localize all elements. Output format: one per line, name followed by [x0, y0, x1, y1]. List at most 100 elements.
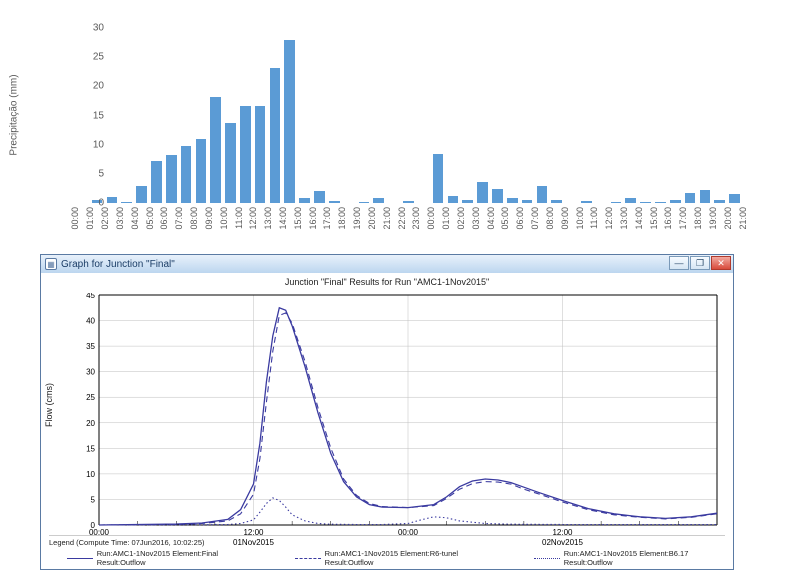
precip-xtick: 02:00: [100, 207, 110, 230]
precip-xtick: 07:00: [530, 207, 540, 230]
precip-bar: [151, 161, 162, 203]
precip-xtick: 10:00: [219, 207, 229, 230]
precip-xtick: 18:00: [693, 207, 703, 230]
precip-ytick: 15: [64, 110, 104, 121]
precip-bar: [685, 193, 696, 204]
precip-xtick: 15:00: [293, 207, 303, 230]
legend: Legend (Compute Time: 07Jun2016, 10:02:2…: [49, 535, 725, 567]
precip-xtick: 18:00: [337, 207, 347, 230]
precip-xtick: 06:00: [515, 207, 525, 230]
precip-bar: [284, 40, 295, 203]
precip-xtick: 02:00: [456, 207, 466, 230]
precip-bar: [729, 194, 740, 203]
legend-label: Run:AMC1-1Nov2015 Element:Final Result:O…: [97, 549, 255, 567]
svg-text:10: 10: [86, 470, 95, 479]
window-titlebar[interactable]: ▦ Graph for Junction "Final" — ❐ ✕: [41, 255, 733, 273]
precip-xtick: 00:00: [426, 207, 436, 230]
svg-text:45: 45: [86, 293, 95, 300]
precip-xtick: 14:00: [278, 207, 288, 230]
precip-bar: [640, 202, 651, 203]
precip-bar: [136, 186, 147, 204]
precip-bar: [507, 198, 518, 203]
precip-bar: [581, 201, 592, 203]
precip-xtick: 01:00: [441, 207, 451, 230]
precip-xtick: 08:00: [545, 207, 555, 230]
precip-bar: [210, 97, 221, 203]
precip-bar: [448, 196, 459, 203]
precipitation-bar-chart: Precipitação (mm) 05101520253000:0001:00…: [10, 0, 790, 250]
precip-bar: [240, 106, 251, 203]
precip-xtick: 21:00: [382, 207, 392, 230]
legend-item: Run:AMC1-1Nov2015 Element:B6.17 Result:O…: [534, 549, 725, 567]
svg-text:5: 5: [91, 495, 96, 504]
legend-item: Run:AMC1-1Nov2015 Element:Final Result:O…: [67, 549, 255, 567]
precip-bar: [477, 182, 488, 203]
precip-ytick: 5: [64, 168, 104, 179]
precip-xtick: 03:00: [115, 207, 125, 230]
precip-xtick: 12:00: [248, 207, 258, 230]
precip-bar: [270, 68, 281, 203]
precip-bar: [166, 155, 177, 203]
window-title: Graph for Junction "Final": [61, 259, 175, 270]
precip-xtick: 04:00: [486, 207, 496, 230]
precip-xtick: 05:00: [145, 207, 155, 230]
precip-xtick: 01:00: [85, 207, 95, 230]
legend-label: Run:AMC1-1Nov2015 Element:B6.17 Result:O…: [564, 549, 725, 567]
precip-xtick: 20:00: [723, 207, 733, 230]
precip-xtick: 07:00: [174, 207, 184, 230]
svg-text:25: 25: [86, 393, 95, 402]
graph-window: ▦ Graph for Junction "Final" — ❐ ✕ Junct…: [40, 254, 734, 570]
precip-ytick: 25: [64, 52, 104, 63]
precip-xtick: 09:00: [204, 207, 214, 230]
precip-ytick: 30: [64, 23, 104, 34]
precip-bar: [551, 200, 562, 204]
precip-bar: [522, 200, 533, 204]
precip-y-axis-label: Precipitação (mm): [9, 74, 20, 155]
precip-ytick: 10: [64, 139, 104, 150]
precip-bar: [255, 106, 266, 203]
precip-bar: [433, 154, 444, 203]
minimize-button[interactable]: —: [669, 256, 689, 270]
precip-bar: [670, 200, 681, 204]
svg-text:35: 35: [86, 342, 95, 351]
precip-bar: [314, 191, 325, 203]
flow-plot-area: 05101520253035404500:0012:0000:0012:0001…: [71, 293, 721, 525]
flow-y-axis-label: Flow (cms): [44, 383, 54, 427]
maximize-button[interactable]: ❐: [690, 256, 710, 270]
close-button[interactable]: ✕: [711, 256, 731, 270]
precip-xtick: 16:00: [663, 207, 673, 230]
precip-xtick: 20:00: [367, 207, 377, 230]
precip-xtick: 21:00: [738, 207, 748, 230]
precip-xtick: 13:00: [619, 207, 629, 230]
precip-xtick: 14:00: [634, 207, 644, 230]
legend-items: Run:AMC1-1Nov2015 Element:Final Result:O…: [49, 549, 725, 567]
precip-xtick: 04:00: [130, 207, 140, 230]
precip-bar: [611, 202, 622, 203]
precip-xtick: 03:00: [471, 207, 481, 230]
svg-text:40: 40: [86, 317, 95, 326]
legend-swatch: [295, 558, 321, 559]
precip-xtick: 12:00: [604, 207, 614, 230]
precip-xtick: 17:00: [678, 207, 688, 230]
precip-xtick: 23:00: [411, 207, 421, 230]
precip-xtick: 00:00: [70, 207, 80, 230]
precip-bar: [625, 198, 636, 203]
precip-xtick: 15:00: [649, 207, 659, 230]
svg-text:15: 15: [86, 444, 95, 453]
legend-item: Run:AMC1-1Nov2015 Element:R6-tunel Resul…: [295, 549, 494, 567]
precip-xtick: 09:00: [560, 207, 570, 230]
precip-xtick: 10:00: [575, 207, 585, 230]
precip-xtick: 13:00: [263, 207, 273, 230]
precip-bar: [299, 198, 310, 203]
precip-xtick: 17:00: [322, 207, 332, 230]
precip-xtick: 05:00: [500, 207, 510, 230]
precip-ytick: 20: [64, 81, 104, 92]
app-icon: ▦: [45, 258, 57, 270]
precip-bar: [181, 146, 192, 203]
legend-swatch: [534, 558, 560, 559]
legend-label: Run:AMC1-1Nov2015 Element:R6-tunel Resul…: [325, 549, 494, 567]
precip-xtick: 19:00: [352, 207, 362, 230]
flow-chart-title: Junction "Final" Results for Run "AMC1-1…: [41, 273, 733, 287]
precip-bar: [462, 200, 473, 204]
precip-bar: [403, 201, 414, 203]
